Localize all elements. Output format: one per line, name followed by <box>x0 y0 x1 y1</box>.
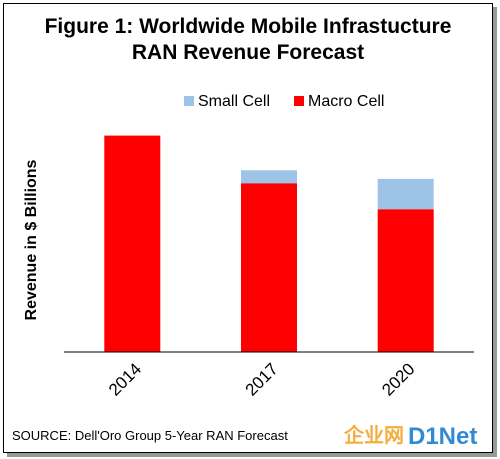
x-tick-label-2020: 2020 <box>378 359 418 399</box>
bars <box>104 135 434 352</box>
legend-label-small-cell: Small Cell <box>198 93 270 110</box>
d1net-logo: 企业网 D1Net <box>343 423 477 450</box>
legend: Small Cell Macro Cell <box>184 93 384 110</box>
bar-small-cell-2017 <box>241 170 297 184</box>
bar-macro-cell-2020 <box>377 209 434 352</box>
bar-macro-cell-2017 <box>241 183 297 352</box>
x-tick-label-2017: 2017 <box>242 359 282 399</box>
title-line-1: Figure 1: Worldwide Mobile Infrastucture <box>44 15 452 38</box>
x-tick-labels: 2014 2017 2020 <box>105 359 419 399</box>
chart-frame: Figure 1: Worldwide Mobile Infrastucture… <box>3 3 493 453</box>
bar-chart: Small Cell Macro Cell Revenue in $ Billio… <box>23 93 474 400</box>
source-note: SOURCE: Dell'Oro Group 5-Year RAN Foreca… <box>12 428 288 443</box>
title-line-2: RAN Revenue Forecast <box>131 41 365 64</box>
x-tick-label-2014: 2014 <box>105 359 145 399</box>
bar-small-cell-2020 <box>377 178 434 210</box>
y-axis-label: Revenue in $ Billions <box>23 159 40 320</box>
legend-swatch-macro-cell <box>294 96 304 106</box>
svg-text:D1Net: D1Net <box>408 423 477 450</box>
legend-swatch-small-cell <box>184 96 194 106</box>
svg-text:企业网: 企业网 <box>343 423 404 447</box>
legend-label-macro-cell: Macro Cell <box>308 93 384 110</box>
chart-title: Figure 1: Worldwide Mobile Infrastucture… <box>4 14 492 66</box>
bar-macro-cell-2014 <box>104 135 161 352</box>
